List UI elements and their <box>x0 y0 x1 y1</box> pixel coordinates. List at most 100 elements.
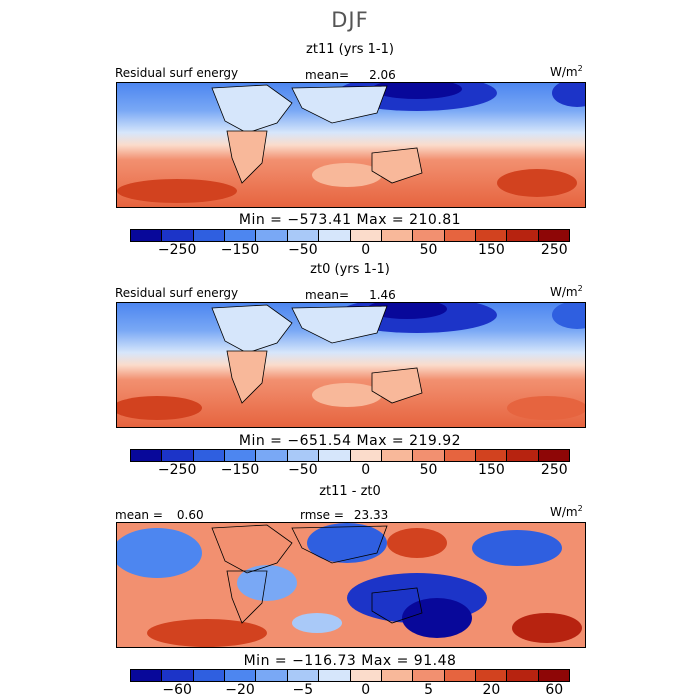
panel-3-blob-10 <box>292 613 342 633</box>
colorbar-swatch <box>475 230 508 241</box>
panel-3-blob-2 <box>237 565 297 601</box>
colorbar-tick-label: −60 <box>162 682 192 698</box>
panel-3-mean-label: mean = 0.60 <box>115 508 204 522</box>
colorbar-swatch <box>538 450 570 461</box>
panel-2-min-max: Min = −651.54 Max = 219.92 <box>238 433 462 449</box>
panel-1-land-africa-s <box>226 130 268 184</box>
colorbar-swatch <box>381 230 414 241</box>
panel-3-colorbar <box>130 669 570 682</box>
colorbar-tick-label: −5 <box>292 682 314 698</box>
panel-3-land-africa-n <box>211 524 293 574</box>
colorbar-tick-label: 0 <box>361 242 371 258</box>
colorbar-swatch <box>162 450 194 461</box>
colorbar-swatch <box>538 230 570 241</box>
panel-3-blob-5 <box>402 598 472 638</box>
panel-1-map <box>116 82 586 208</box>
colorbar-swatch <box>475 670 508 681</box>
colorbar-swatch <box>193 230 226 241</box>
panel-2-land-asia <box>291 305 388 344</box>
panel-3-rmse-value: 23.33 <box>353 508 389 522</box>
colorbar-swatch <box>319 670 351 681</box>
colorbar-swatch <box>413 230 445 241</box>
colorbar-swatch <box>287 230 320 241</box>
colorbar-swatch <box>538 670 570 681</box>
panel-1-units: W/m2 <box>550 64 583 79</box>
colorbar-tick-label: 150 <box>478 242 505 258</box>
panel-3-land-africa-s <box>226 570 268 624</box>
colorbar-swatch <box>287 670 320 681</box>
panel-3-land-australia <box>371 587 423 624</box>
colorbar-tick-label: −50 <box>288 462 318 478</box>
colorbar-swatch <box>131 670 163 681</box>
panel-1-blob-np-core <box>372 83 462 99</box>
panel-3-blob-6 <box>472 530 562 566</box>
colorbar-tick-label: 50 <box>419 462 438 478</box>
colorbar-tick-label: 60 <box>545 682 564 698</box>
colorbar-tick-label: −50 <box>288 242 318 258</box>
colorbar-swatch <box>256 450 288 461</box>
colorbar-tick-label: 5 <box>424 682 434 698</box>
panel-1-land-asia <box>291 85 388 124</box>
panel-2-map <box>116 302 586 428</box>
colorbar-swatch <box>131 450 163 461</box>
colorbar-swatch <box>381 670 414 681</box>
panel-2-blob-io <box>312 383 382 407</box>
colorbar-swatch <box>319 450 351 461</box>
panel-3-mean-value: 0.60 <box>176 508 204 522</box>
panel-3-blob-8 <box>147 619 267 647</box>
panel-2-title: zt0 (yrs 1-1) <box>310 262 390 277</box>
colorbar-swatch <box>256 230 288 241</box>
colorbar-swatch <box>162 230 194 241</box>
panel-2-mean-value: 1.46 <box>369 288 396 302</box>
figure-title: DJF <box>331 8 369 32</box>
colorbar-swatch <box>507 450 539 461</box>
colorbar-swatch <box>444 230 476 241</box>
colorbar-swatch <box>350 230 382 241</box>
panel-3-blob-1 <box>117 528 202 578</box>
colorbar-swatch <box>350 450 382 461</box>
panel-2-land-africa-n <box>211 304 293 354</box>
panel-2-variable-label: Residual surf energy <box>115 286 239 300</box>
panel-3-blob-9 <box>512 613 582 643</box>
panel-2-colorbar-ticks: −250 −150 −50 0 50 150 250 <box>0 462 700 480</box>
colorbar-swatch <box>413 450 445 461</box>
colorbar-tick-label: 20 <box>482 682 501 698</box>
colorbar-tick-label: −20 <box>225 682 255 698</box>
colorbar-tick-label: −150 <box>220 462 260 478</box>
panel-2-units: W/m2 <box>550 284 583 299</box>
panel-3-land-asia <box>291 525 388 564</box>
panel-2-blob-sa <box>117 396 202 420</box>
panel-1-land-africa-n <box>211 84 293 134</box>
colorbar-tick-label: 250 <box>540 462 568 478</box>
colorbar-swatch <box>444 450 476 461</box>
panel-2-land-australia <box>371 367 423 404</box>
panel-1-blob-sa <box>117 179 237 203</box>
colorbar-swatch <box>193 670 226 681</box>
colorbar-swatch <box>319 230 351 241</box>
colorbar-tick-label: −250 <box>157 242 197 258</box>
panel-1-blob-sp <box>497 169 577 197</box>
panel-3-min-max: Min = −116.73 Max = 91.48 <box>243 653 457 669</box>
colorbar-tick-label: −250 <box>157 462 197 478</box>
panel-1-variable-label: Residual surf energy <box>115 66 239 80</box>
panel-1-blob-na <box>552 83 585 107</box>
colorbar-swatch <box>381 450 414 461</box>
colorbar-swatch <box>287 450 320 461</box>
panel-1-colorbar <box>130 229 570 242</box>
panel-3-map <box>116 522 586 648</box>
colorbar-swatch <box>225 670 257 681</box>
colorbar-swatch <box>193 450 226 461</box>
colorbar-swatch <box>350 670 382 681</box>
panel-3-colorbar-ticks: −60 −20 −5 0 5 20 60 <box>0 682 700 700</box>
panel-1-min-max: Min = −573.41 Max = 210.81 <box>238 212 462 228</box>
panel-3-blob-3 <box>307 523 387 563</box>
panel-2-blob-sp <box>507 396 585 420</box>
colorbar-swatch <box>507 670 539 681</box>
colorbar-swatch <box>444 670 476 681</box>
panel-2-blob-na <box>552 303 585 329</box>
colorbar-tick-label: 50 <box>419 242 438 258</box>
colorbar-swatch <box>225 450 257 461</box>
colorbar-swatch <box>225 230 257 241</box>
colorbar-swatch <box>131 230 163 241</box>
colorbar-swatch <box>256 670 288 681</box>
